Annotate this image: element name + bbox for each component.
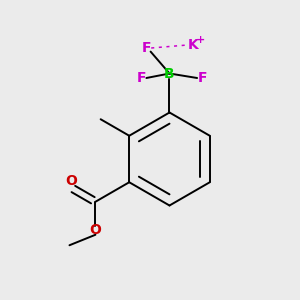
Text: F: F [142, 41, 152, 55]
Text: +: + [196, 34, 206, 45]
Text: B: B [164, 67, 175, 80]
Text: O: O [89, 223, 101, 237]
Text: K: K [188, 38, 199, 52]
Text: F: F [198, 71, 207, 85]
Text: O: O [65, 174, 77, 188]
Text: F: F [136, 71, 146, 85]
